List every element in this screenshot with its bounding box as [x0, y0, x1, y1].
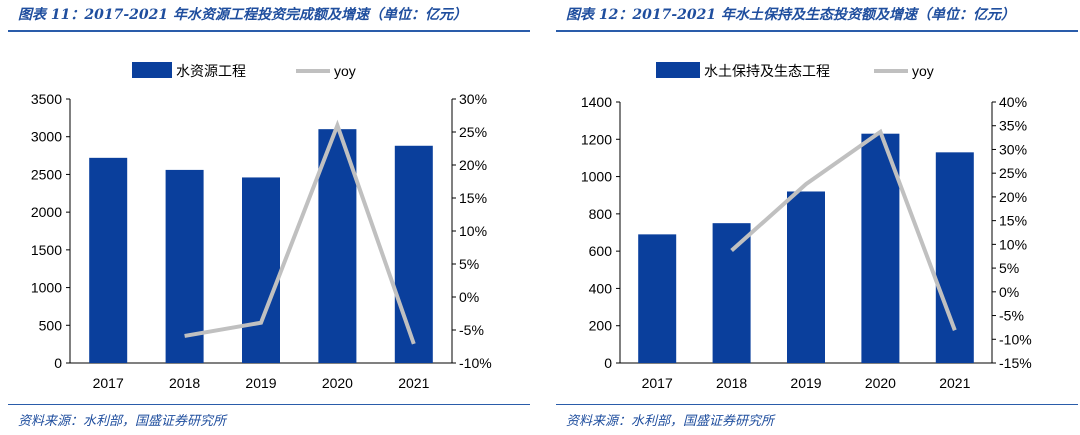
divider — [556, 30, 1078, 32]
x-tick-label: 2021 — [398, 375, 429, 391]
y2-tick-label: 10% — [459, 223, 487, 239]
bar — [861, 133, 900, 363]
y-tick-label: 0 — [54, 355, 62, 371]
bar — [712, 223, 751, 363]
x-tick-label: 2018 — [716, 375, 747, 391]
y-tick-label: 200 — [589, 318, 613, 334]
bar — [638, 234, 677, 363]
bar — [318, 129, 357, 363]
y2-tick-label: 5% — [999, 260, 1019, 276]
x-tick-label: 2019 — [245, 375, 276, 391]
x-tick-label: 2019 — [790, 375, 821, 391]
chart-1: 0 500 1000 1500 2000 2500 3000 3500 -10% -5% 0% 5% 1… — [31, 62, 492, 391]
source-note: 资料来源：水利部，国盛证券研究所 — [566, 414, 775, 429]
y2-tick-label: -10% — [999, 331, 1032, 347]
y-tick-label: 1200 — [581, 131, 612, 147]
y2-tick-label: 30% — [999, 141, 1027, 157]
y2-tick-label: 25% — [459, 124, 487, 140]
chart-title: 图表 11：2017-2021 年水资源工程投资完成额及增速（单位：亿元） — [18, 7, 467, 23]
y-tick-label: 400 — [589, 280, 613, 296]
x-tick-label: 2017 — [642, 375, 673, 391]
x-tick-label: 2017 — [93, 375, 124, 391]
y2-tick-label: 35% — [999, 118, 1027, 134]
y-tick-label: 600 — [589, 243, 613, 259]
x-tick-label: 2021 — [939, 375, 970, 391]
legend-label-line: yoy — [334, 63, 356, 79]
y-tick-label: 1500 — [31, 242, 62, 258]
y-tick-label: 1400 — [581, 94, 612, 110]
y2-tick-label: 30% — [459, 91, 487, 107]
x-tick-label: 2018 — [169, 375, 200, 391]
divider — [556, 404, 1078, 405]
y2-tick-label: 25% — [999, 165, 1027, 181]
x-tick-label: 2020 — [322, 375, 353, 391]
bar — [242, 177, 280, 363]
y2-tick-label: -5% — [459, 322, 484, 338]
y2-tick-label: 20% — [459, 157, 487, 173]
y2-tick-label: 10% — [999, 236, 1027, 252]
y2-tick-label: -10% — [459, 355, 492, 371]
bar — [89, 157, 128, 363]
y-tick-label: 1000 — [31, 280, 62, 296]
legend-swatch-bar — [132, 62, 172, 78]
x-tick-label: 2020 — [865, 375, 896, 391]
y2-tick-label: 20% — [999, 189, 1027, 205]
divider — [8, 30, 530, 32]
legend-swatch-bar — [656, 62, 700, 78]
y-tick-label: 500 — [39, 317, 63, 333]
y2-tick-label: -15% — [999, 355, 1032, 371]
chart-panel-2: 图表 12：2017-2021 年水土保持及生态投资额及增速（单位：亿元） 0 2… — [548, 0, 1078, 435]
y-tick-label: 800 — [589, 206, 613, 222]
legend-label-bar: 水资源工程 — [176, 63, 246, 79]
chart-2: 0 200 400 600 800 1000 1200 1400 -15% -10% -5% 0% 5%… — [581, 62, 1032, 391]
bar — [394, 145, 433, 363]
legend-label-line: yoy — [912, 63, 934, 79]
bar — [787, 191, 825, 363]
y2-tick-label: 15% — [999, 213, 1027, 229]
bar — [935, 152, 974, 363]
y-tick-label: 3500 — [31, 91, 62, 107]
y2-tick-label: 0% — [999, 284, 1019, 300]
yoy-line — [730, 128, 957, 331]
y2-tick-label: 15% — [459, 190, 487, 206]
y2-tick-label: 40% — [999, 94, 1027, 110]
y-tick-label: 1000 — [581, 169, 612, 185]
y-tick-label: 2000 — [31, 204, 62, 220]
y2-tick-label: 0% — [459, 289, 479, 305]
y-tick-label: 3000 — [31, 129, 62, 145]
yoy-line — [184, 119, 416, 345]
source-note: 资料来源：水利部，国盛证券研究所 — [18, 414, 227, 429]
legend-label-bar: 水土保持及生态工程 — [704, 63, 830, 79]
divider — [8, 404, 530, 405]
bar — [165, 169, 204, 363]
y2-tick-label: -5% — [999, 308, 1024, 324]
y-tick-label: 2500 — [31, 166, 62, 182]
chart-panel-1: 图表 11：2017-2021 年水资源工程投资完成额及增速（单位：亿元） 0 5… — [0, 0, 530, 435]
y-tick-label: 0 — [604, 355, 612, 371]
chart-title: 图表 12：2017-2021 年水土保持及生态投资额及增速（单位：亿元） — [566, 7, 1015, 23]
y2-tick-label: 5% — [459, 256, 479, 272]
